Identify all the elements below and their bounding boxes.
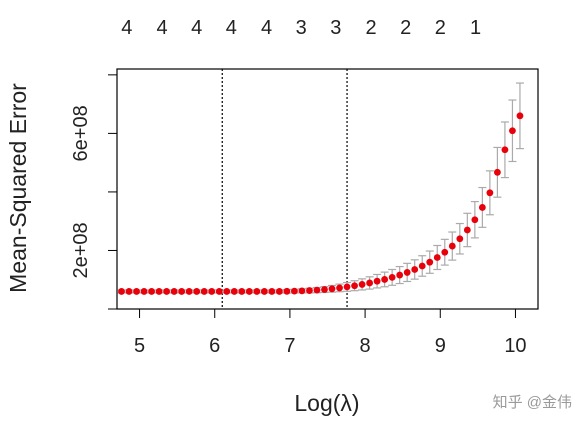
data-point (245, 288, 253, 295)
data-point (426, 258, 434, 266)
data-point (456, 235, 464, 243)
data-point (396, 271, 404, 279)
data-point (148, 288, 155, 295)
reference-lines (221, 69, 348, 309)
data-point (509, 127, 516, 135)
data-point (306, 287, 313, 294)
data-point (238, 288, 246, 295)
data-point (411, 266, 419, 273)
data-point (494, 168, 501, 176)
data-point (253, 288, 261, 295)
data-point (200, 288, 208, 295)
x-tick-label: 7 (284, 335, 295, 357)
data-point (358, 281, 366, 288)
data-point (321, 286, 328, 293)
data-point (328, 285, 336, 293)
data-point (208, 288, 216, 295)
data-point (125, 288, 133, 295)
data-point (133, 288, 140, 295)
data-point (223, 288, 231, 295)
data-point (155, 288, 163, 295)
x-axis-title: Log(λ) (294, 390, 359, 416)
data-point (351, 282, 358, 290)
data-point (471, 216, 479, 224)
x-tick-label: 8 (360, 335, 371, 357)
error-bars (117, 82, 524, 294)
data-point (118, 288, 125, 295)
data-point (178, 288, 186, 295)
data-point (441, 248, 449, 256)
data-point (373, 277, 381, 285)
data-point (418, 262, 426, 270)
top-axis-counts: 4 4 4 4 4 3 3 2 2 2 1 (121, 17, 481, 39)
data-point (433, 254, 441, 261)
top-count-label: 4 (261, 17, 272, 39)
data-point (478, 204, 486, 211)
data-point (313, 286, 321, 294)
data-point (140, 288, 148, 295)
data-point (486, 189, 494, 197)
plot-frame (116, 68, 539, 310)
top-count-label: 2 (435, 17, 446, 39)
data-point (298, 287, 306, 295)
data-points (118, 112, 524, 295)
top-count-label: 4 (157, 17, 168, 39)
top-count-label: 1 (470, 17, 481, 39)
data-point (163, 288, 171, 295)
data-point (501, 146, 509, 154)
top-count-label: 4 (226, 17, 237, 39)
top-count-label: 4 (121, 17, 132, 39)
data-point (388, 273, 396, 281)
data-point (283, 287, 291, 295)
data-point (215, 288, 223, 295)
data-point (260, 288, 268, 295)
top-count-label: 2 (366, 17, 377, 39)
data-point (275, 288, 283, 295)
x-tick-label: 6 (209, 335, 220, 357)
top-count-label: 2 (400, 17, 411, 39)
data-point (448, 242, 456, 250)
x-tick-label: 5 (134, 335, 145, 357)
data-point (170, 288, 178, 295)
data-point (193, 288, 201, 295)
data-point (403, 269, 411, 276)
x-tick-label: 9 (435, 335, 446, 357)
data-point (230, 288, 238, 295)
x-tick-label: 10 (504, 335, 526, 357)
top-count-label: 3 (296, 17, 307, 39)
y-axis: 2e+08 6e+08 (70, 74, 117, 310)
data-point (185, 288, 193, 295)
y-axis-title: Mean-Squared Error (5, 83, 31, 293)
data-point (463, 226, 471, 234)
x-axis: 5 6 7 8 9 10 (134, 309, 527, 357)
data-point (343, 283, 351, 291)
data-point (366, 279, 373, 287)
data-point (516, 112, 524, 120)
data-point (336, 284, 343, 292)
data-point (268, 288, 276, 295)
data-point (291, 287, 298, 295)
top-count-label: 3 (330, 17, 341, 39)
y-tick-label: 2e+08 (70, 222, 92, 278)
data-point (381, 276, 389, 283)
y-tick-label: 6e+08 (70, 105, 92, 161)
watermark: 知乎 @金伟 (493, 394, 572, 411)
top-count-label: 4 (191, 17, 202, 39)
